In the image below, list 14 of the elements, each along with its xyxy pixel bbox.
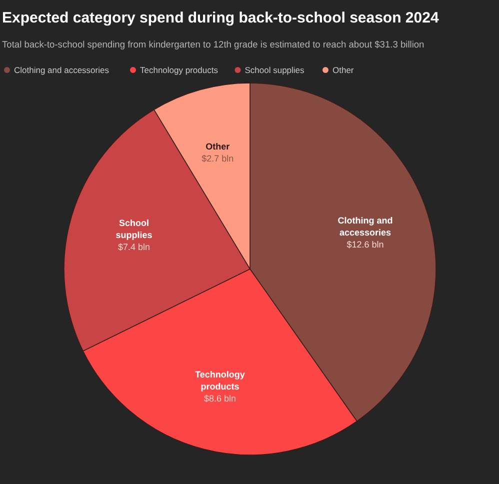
slice-label: School supplies — [116, 218, 152, 240]
slice-label: Technology products — [195, 369, 245, 392]
slice-label: Clothing and accessories — [338, 216, 393, 238]
data-label: $7.4 bln — [118, 242, 150, 252]
data-label: $8.6 bln — [204, 393, 236, 404]
legend-label: Clothing and accessories — [14, 64, 109, 75]
chart-title: Expected category spend during back-to-school season 2024 — [2, 9, 440, 26]
legend-label: School supplies — [244, 64, 304, 75]
data-label: $12.6 bln — [346, 240, 384, 250]
chart-subtitle: Total back-to-school spending from kindergarten to 12th grade is estimated to reach about $31.3 billion — [2, 39, 424, 50]
legend-label: Technology products — [140, 64, 218, 75]
legend-label: Other — [332, 64, 354, 75]
slice-label: Other — [206, 142, 230, 152]
data-label: $2.7 bln — [202, 154, 234, 164]
